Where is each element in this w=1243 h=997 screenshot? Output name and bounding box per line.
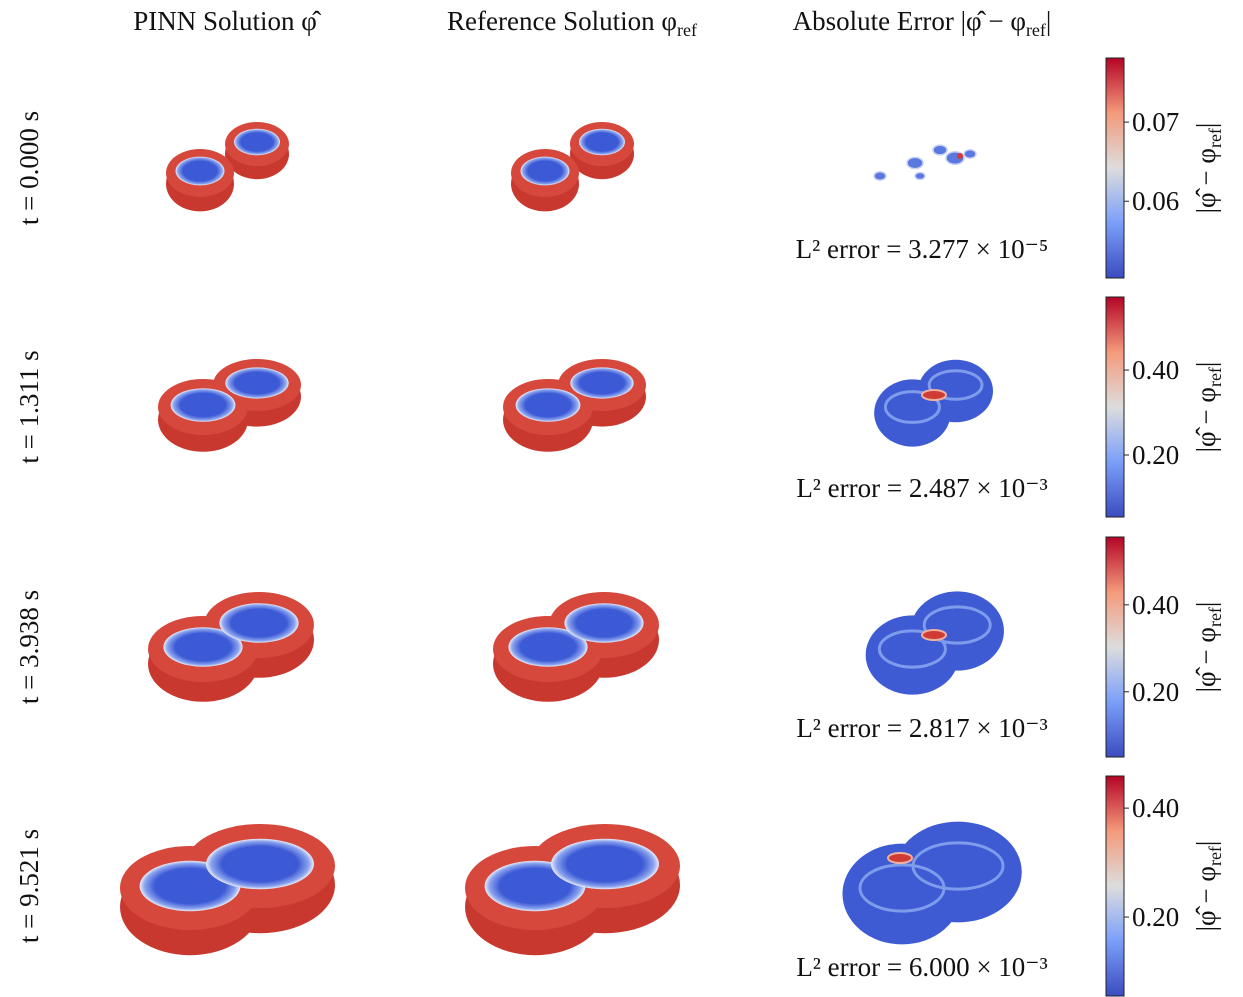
colorbar-tick-label: 0.20 — [1132, 677, 1179, 707]
colorbar-label-sub: ref — [1205, 846, 1225, 866]
row: t = 1.311 s L² error = 2.487 × 10⁻³ 0.20 0.… — [14, 297, 1225, 517]
colorbar-label: |φ̂ − φref| — [1191, 362, 1225, 453]
colorbar-label: |φ̂ − φref| — [1191, 123, 1225, 214]
time-label: t = 0.000 s — [14, 111, 44, 225]
error-speck — [907, 157, 923, 168]
surface — [564, 603, 643, 643]
error-hotspot — [888, 853, 912, 863]
time-label: t = 3.938 s — [14, 590, 44, 704]
column-title: PINN Solution φ̂ — [133, 6, 322, 36]
row: t = 0.000 s L² error = 3.277 × 10⁻⁵ 0.06 0.… — [14, 58, 1225, 278]
colorbar-label-post: | — [1191, 362, 1221, 367]
error-speck — [964, 150, 976, 158]
colorbar — [1106, 776, 1124, 996]
figure: PINN Solution φ̂ Reference Solution φref… — [0, 0, 1243, 997]
colorbar-tick-label: 0.40 — [1132, 590, 1179, 620]
colorbar-tick-label: 0.40 — [1132, 355, 1179, 385]
error-speck — [915, 173, 925, 180]
error-render — [874, 145, 976, 180]
solution-render — [511, 122, 634, 211]
surface — [225, 367, 288, 398]
solution-render — [503, 359, 646, 452]
colorbar-label-sub: ref — [1205, 607, 1225, 627]
surface — [521, 157, 570, 186]
solution-render — [120, 824, 335, 955]
time-label: t = 9.521 s — [14, 829, 44, 943]
colorbar-tick-label: 0.20 — [1132, 902, 1179, 932]
colorbar — [1106, 58, 1124, 278]
colorbar-label: |φ̂ − φref| — [1191, 602, 1225, 693]
column-title: Reference Solution φref — [447, 6, 697, 40]
solution-render — [158, 359, 301, 452]
colorbar-label-sub: ref — [1205, 128, 1225, 148]
error-hotspot — [957, 153, 963, 159]
colorbar-label-post: | — [1191, 602, 1221, 607]
solution-render — [493, 592, 659, 702]
l2-error: L² error = 6.000 × 10⁻³ — [796, 952, 1047, 982]
colorbar-tick-label: 0.07 — [1132, 107, 1179, 137]
row: t = 3.938 s L² error = 2.817 × 10⁻³ 0.20 0.… — [14, 537, 1225, 757]
error-hotspot — [922, 630, 946, 640]
surface — [579, 129, 625, 155]
colorbar-label-post: | — [1191, 123, 1221, 128]
l2-error: L² error = 2.817 × 10⁻³ — [796, 713, 1047, 743]
surface — [551, 839, 659, 889]
l2-error: L² error = 3.277 × 10⁻⁵ — [796, 234, 1049, 264]
solution-render — [148, 592, 314, 702]
surface — [206, 839, 314, 889]
error-hotspot — [922, 390, 946, 400]
colorbar — [1106, 537, 1124, 757]
solution-render — [166, 122, 289, 211]
surface — [570, 367, 633, 398]
error-render — [843, 822, 1022, 945]
time-label: t = 1.311 s — [14, 350, 44, 463]
colorbar-tick-label: 0.06 — [1132, 186, 1179, 216]
surface — [219, 603, 298, 643]
surface — [176, 157, 225, 186]
surface — [171, 388, 236, 422]
l2-error: L² error = 2.487 × 10⁻³ — [796, 473, 1047, 503]
error-speck — [874, 172, 886, 180]
colorbar-tick-label: 0.40 — [1132, 793, 1179, 823]
colorbar-label-text: |φ̂ − φ — [1191, 627, 1221, 692]
colorbar-label-text: |φ̂ − φ — [1191, 866, 1221, 931]
colorbar — [1106, 297, 1124, 517]
column-title: Absolute Error |φ̂ − φref| — [793, 6, 1052, 40]
colorbar-label-sub: ref — [1205, 367, 1225, 387]
colorbar-label-text: |φ̂ − φ — [1191, 148, 1221, 213]
solution-render — [465, 824, 680, 955]
error-speck — [933, 145, 947, 155]
error-render — [866, 591, 1004, 694]
colorbar-tick-label: 0.20 — [1132, 440, 1179, 470]
surface — [234, 129, 280, 155]
colorbar-label-text: |φ̂ − φ — [1191, 387, 1221, 452]
error-render — [874, 360, 993, 447]
row: t = 9.521 s L² error = 6.000 × 10⁻³ 0.20 0.… — [14, 776, 1225, 996]
colorbar-label: |φ̂ − φref| — [1191, 841, 1225, 932]
colorbar-label-post: | — [1191, 841, 1221, 846]
surface — [516, 388, 581, 422]
